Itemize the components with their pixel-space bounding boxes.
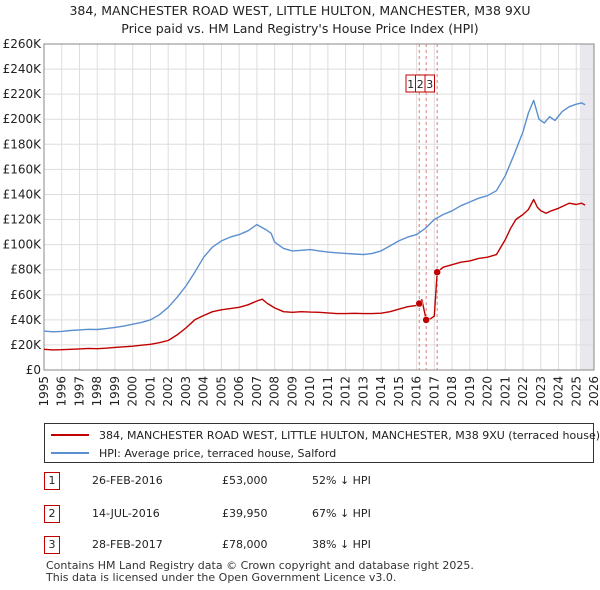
transaction-label-text: 1 xyxy=(407,78,414,91)
transaction-point xyxy=(433,268,441,276)
transaction-number-badge: 2 xyxy=(44,505,60,523)
y-tick-label: £240K xyxy=(3,62,43,76)
legend-item-price: 384, MANCHESTER ROAD WEST, LITTLE HULTON… xyxy=(51,427,600,443)
y-tick-label: £60K xyxy=(10,288,42,302)
x-tick-label: 2002 xyxy=(161,376,175,407)
y-tick-label: £0 xyxy=(26,363,41,377)
x-tick-label: 2017 xyxy=(427,376,441,407)
transaction-label-text: 3 xyxy=(426,78,433,91)
y-tick-label: £20K xyxy=(10,338,42,352)
x-tick-label: 2008 xyxy=(268,376,282,407)
x-tick-label: 2000 xyxy=(126,376,140,407)
transaction-price: £78,000 xyxy=(222,538,268,551)
x-tick-label: 2010 xyxy=(303,376,317,407)
y-tick-label: £120K xyxy=(3,213,43,227)
plot-frame xyxy=(43,43,595,371)
x-tick-label: 2020 xyxy=(481,376,495,407)
x-tick-label: 2026 xyxy=(587,376,600,407)
transaction-label-box xyxy=(424,74,435,93)
y-tick-label: £40K xyxy=(10,313,42,327)
y-tick-label: £160K xyxy=(3,162,43,176)
x-tick-label: 2004 xyxy=(197,376,211,407)
x-tick-label: 2009 xyxy=(285,376,299,407)
x-tick-label: 1999 xyxy=(108,376,122,407)
x-tick-label: 2019 xyxy=(463,376,477,407)
x-tick-label: 2007 xyxy=(250,376,264,407)
y-tick-label: £260K xyxy=(3,37,43,51)
x-tick-label: 2024 xyxy=(552,376,566,407)
x-tick-label: 2023 xyxy=(534,376,548,407)
chart-title: 384, MANCHESTER ROAD WEST, LITTLE HULTON… xyxy=(0,2,600,38)
price-series-line xyxy=(43,198,586,351)
y-tick-label: £80K xyxy=(10,263,42,277)
transaction-date: 14-JUL-2016 xyxy=(92,507,160,520)
transaction-hpi-diff: 38% ↓ HPI xyxy=(312,538,371,551)
title-line-address: 384, MANCHESTER ROAD WEST, LITTLE HULTON… xyxy=(69,3,531,18)
x-tick-label: 2011 xyxy=(321,376,335,407)
transaction-number-badge: 3 xyxy=(44,536,60,554)
x-tick-label: 2005 xyxy=(214,376,228,407)
x-tick-label: 2014 xyxy=(374,376,388,407)
hpi-series-line xyxy=(43,99,586,333)
x-tick-label: 2012 xyxy=(339,376,353,407)
y-tick-label: £100K xyxy=(3,238,43,252)
transaction-date: 28-FEB-2017 xyxy=(92,538,163,551)
x-tick-label: 2015 xyxy=(392,376,406,407)
footer-license: This data is licensed under the Open Gov… xyxy=(46,571,397,584)
x-tick-label: 2025 xyxy=(569,376,583,407)
x-tick-label: 2006 xyxy=(232,376,246,407)
y-tick-label: £220K xyxy=(3,87,43,101)
x-tick-label: 1995 xyxy=(37,376,51,407)
x-tick-label: 1996 xyxy=(55,376,69,407)
transaction-date: 26-FEB-2016 xyxy=(92,474,163,487)
transaction-label-text: 2 xyxy=(417,78,424,91)
x-tick-label: 2021 xyxy=(498,376,512,407)
footer-attribution: Contains HM Land Registry data © Crown c… xyxy=(46,560,474,584)
future-shade-region xyxy=(579,44,594,370)
legend-swatch-hpi xyxy=(51,452,89,454)
legend-swatch-price xyxy=(51,434,89,436)
x-tick-label: 2001 xyxy=(143,376,157,407)
transaction-price: £53,000 xyxy=(222,474,268,487)
x-tick-label: 1998 xyxy=(90,376,104,407)
legend-label-price: 384, MANCHESTER ROAD WEST, LITTLE HULTON… xyxy=(99,428,600,442)
y-tick-label: £180K xyxy=(3,137,43,151)
transaction-point xyxy=(422,316,430,324)
y-tick-label: £140K xyxy=(3,187,43,201)
x-tick-label: 2003 xyxy=(179,376,193,407)
x-tick-label: 2018 xyxy=(445,376,459,407)
footer-copyright: Contains HM Land Registry data © Crown c… xyxy=(46,559,474,572)
chart-legend: 384, MANCHESTER ROAD WEST, LITTLE HULTON… xyxy=(44,423,600,463)
x-tick-label: 2013 xyxy=(356,376,370,407)
transaction-price: £39,950 xyxy=(222,507,268,520)
price-chart: £0 £20K £40K £60K £80K £100K £120K £140K £160K £1… xyxy=(3,37,600,407)
table-row: 1 26-FEB-2016 £53,000 52% ↓ HPI xyxy=(44,472,544,492)
table-row: 3 28-FEB-2017 £78,000 38% ↓ HPI xyxy=(44,536,544,556)
transaction-hpi-diff: 52% ↓ HPI xyxy=(312,474,371,487)
title-line-subtitle: Price paid vs. HM Land Registry's House … xyxy=(121,21,479,36)
legend-item-hpi: HPI: Average price, terraced house, Salf… xyxy=(51,445,336,461)
legend-label-hpi: HPI: Average price, terraced house, Salf… xyxy=(99,446,337,460)
x-tick-label: 1997 xyxy=(72,376,86,407)
transaction-hpi-diff: 67% ↓ HPI xyxy=(312,507,371,520)
table-row: 2 14-JUL-2016 £39,950 67% ↓ HPI xyxy=(44,505,544,525)
y-tick-label: £200K xyxy=(3,112,43,126)
transaction-point xyxy=(415,299,423,308)
x-tick-label: 2016 xyxy=(410,376,424,407)
transaction-number-badge: 1 xyxy=(44,472,60,490)
x-tick-label: 2022 xyxy=(516,376,530,407)
